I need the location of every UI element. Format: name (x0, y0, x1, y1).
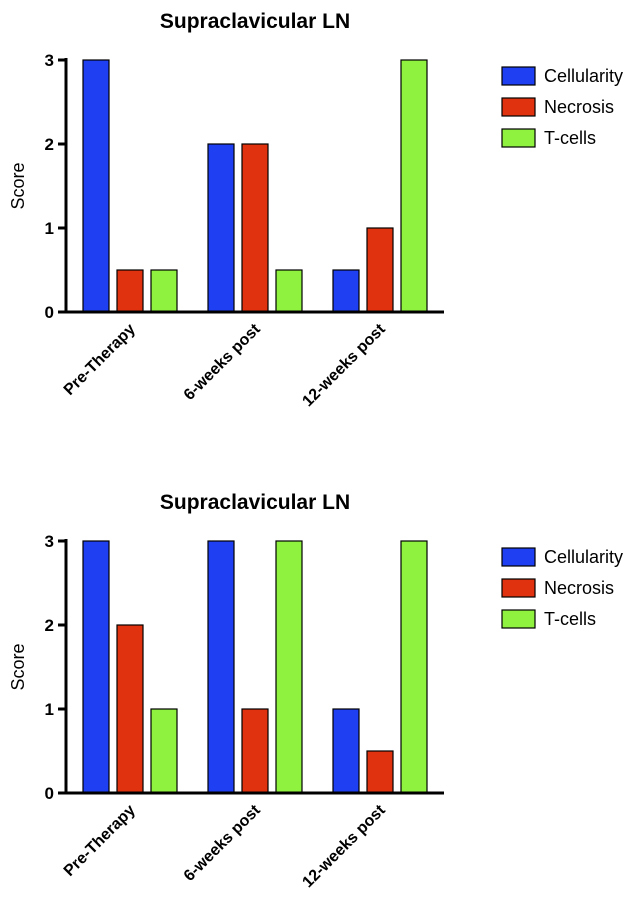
legend-swatch-cellularity (501, 547, 536, 567)
bar-necrosis-3 (366, 227, 394, 313)
bar-cellularity-1 (82, 540, 110, 794)
bar-cellularity-2 (207, 540, 235, 794)
bar-t-cells-1 (150, 269, 178, 313)
y-tick-label: 0 (45, 303, 54, 322)
y-axis-label: Score (8, 162, 28, 209)
y-tick-label: 2 (45, 135, 54, 154)
bar-necrosis-1 (116, 269, 144, 313)
bar-t-cells-2 (275, 540, 303, 794)
y-tick-label: 1 (45, 219, 54, 238)
x-tick-label: Pre-Therapy (61, 802, 139, 880)
bar-t-cells-2 (275, 269, 303, 313)
y-tick-label: 3 (45, 532, 54, 551)
bar-cellularity-3 (332, 269, 360, 313)
legend-swatch-cellularity (501, 66, 536, 86)
legend-label-t-cells: T-cells (544, 128, 596, 148)
x-tick-label: Pre-Therapy (61, 321, 139, 399)
y-axis-label: Score (8, 643, 28, 690)
bar-necrosis-2 (241, 708, 269, 794)
bar-cellularity-2 (207, 143, 235, 313)
x-tick-label: 12-weeks post (299, 320, 389, 410)
bar-necrosis-3 (366, 750, 394, 794)
x-tick-label: 6-weeks post (181, 801, 265, 885)
y-tick-label: 2 (45, 616, 54, 635)
chart-title: Supraclavicular LN (160, 491, 350, 514)
chart-panel-1: Supraclavicular LN Score Pre-Therapy 6-week… (8, 10, 623, 410)
chart-panel-2: Supraclavicular LN Score Pre-Therapy 6-week… (8, 491, 623, 891)
bar-t-cells-3 (400, 59, 428, 313)
legend-swatch-t-cells (501, 609, 536, 629)
bar-t-cells-3 (400, 540, 428, 794)
y-tick-label: 3 (45, 51, 54, 70)
legend-label-necrosis: Necrosis (544, 97, 614, 117)
y-tick-label: 1 (45, 700, 54, 719)
legend-label-necrosis: Necrosis (544, 578, 614, 598)
bar-necrosis-1 (116, 624, 144, 794)
legend-swatch-necrosis (501, 97, 536, 117)
legend-swatch-necrosis (501, 578, 536, 598)
bar-t-cells-1 (150, 708, 178, 794)
x-tick-label: 6-weeks post (181, 320, 265, 404)
bar-cellularity-1 (82, 59, 110, 313)
legend-label-cellularity: Cellularity (544, 547, 623, 567)
bar-cellularity-3 (332, 708, 360, 794)
y-tick-label: 0 (45, 784, 54, 803)
bar-necrosis-2 (241, 143, 269, 313)
legend-swatch-t-cells (501, 128, 536, 148)
legend-label-t-cells: T-cells (544, 609, 596, 629)
legend-label-cellularity: Cellularity (544, 66, 623, 86)
chart-title: Supraclavicular LN (160, 10, 350, 33)
x-tick-label: 12-weeks post (299, 801, 389, 891)
